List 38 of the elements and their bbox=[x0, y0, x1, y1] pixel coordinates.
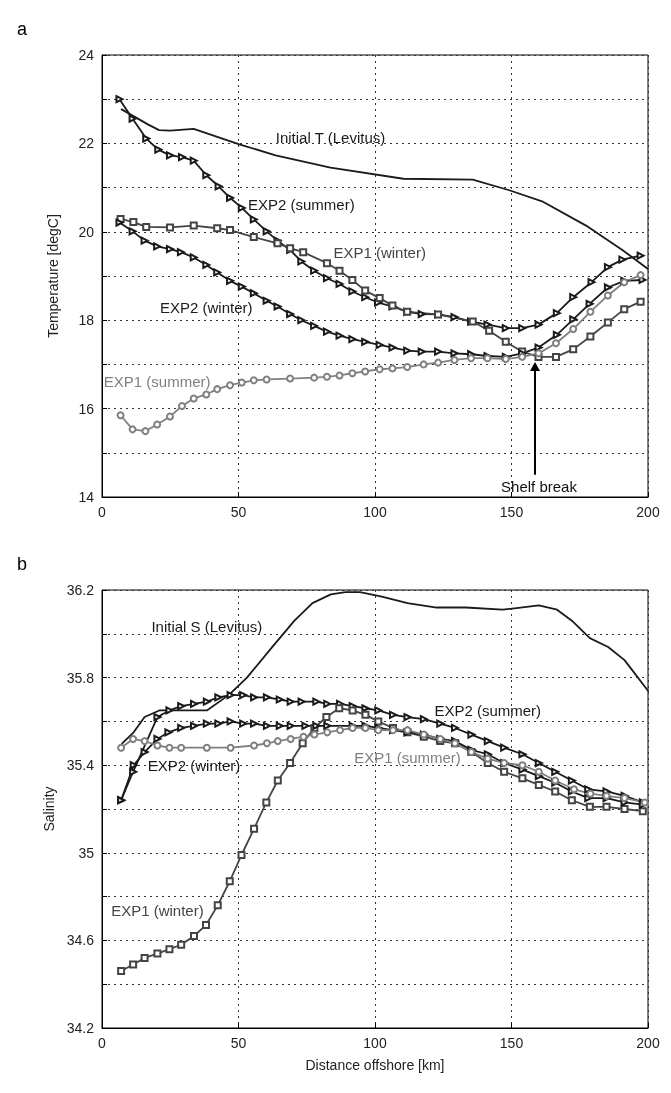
y-tick-label: 24 bbox=[78, 47, 95, 63]
x-tick-label: 0 bbox=[98, 504, 107, 520]
y-tick-label: 35.4 bbox=[66, 757, 95, 774]
annotation: Shelf break bbox=[501, 477, 578, 495]
x-tick-label: 50 bbox=[230, 1035, 247, 1051]
series-label: EXP2 (winter) bbox=[147, 756, 241, 774]
x-tick-label: 200 bbox=[636, 504, 660, 520]
x-tick-label: 50 bbox=[230, 504, 247, 520]
series-label: EXP1 (winter) bbox=[111, 902, 204, 920]
y-axis-title: Salinity bbox=[40, 786, 57, 832]
series-label: EXP1 (summer) bbox=[354, 748, 461, 766]
chart-title: b bbox=[17, 554, 28, 574]
series-label: Initial T (Levitus) bbox=[275, 128, 386, 146]
x-tick-label: 100 bbox=[363, 1035, 387, 1051]
y-tick-label: 34.2 bbox=[66, 1020, 95, 1036]
series-label: EXP1 (winter) bbox=[333, 243, 426, 261]
y-tick-label: 35 bbox=[78, 844, 95, 861]
y-tick-label: 36.2 bbox=[66, 582, 95, 598]
y-tick-label: 18 bbox=[78, 312, 95, 329]
series-label: EXP2 (summer) bbox=[247, 196, 355, 214]
x-axis-title: Distance offshore [km] bbox=[305, 1057, 445, 1073]
x-tick-label: 150 bbox=[499, 1035, 524, 1051]
y-axis-title: Temperature [degC] bbox=[45, 214, 61, 338]
x-tick-label: 100 bbox=[363, 504, 387, 520]
y-tick-label: 22 bbox=[78, 135, 95, 152]
y-tick-label: 14 bbox=[78, 489, 95, 505]
x-tick-label: 200 bbox=[636, 1035, 660, 1051]
y-tick-label: 34.6 bbox=[66, 932, 95, 949]
chart-title: a bbox=[17, 19, 28, 39]
series-label: EXP2 (winter) bbox=[160, 298, 253, 316]
series-label: Initial S (Levitus) bbox=[151, 617, 263, 635]
x-tick-label: 150 bbox=[499, 504, 524, 520]
series-label: EXP2 (summer) bbox=[434, 701, 542, 719]
y-tick-label: 16 bbox=[78, 400, 95, 417]
y-tick-label: 20 bbox=[78, 223, 95, 240]
x-tick-label: 0 bbox=[98, 1035, 107, 1051]
y-tick-label: 35.8 bbox=[66, 669, 95, 686]
series-label: EXP1 (summer) bbox=[103, 372, 211, 390]
